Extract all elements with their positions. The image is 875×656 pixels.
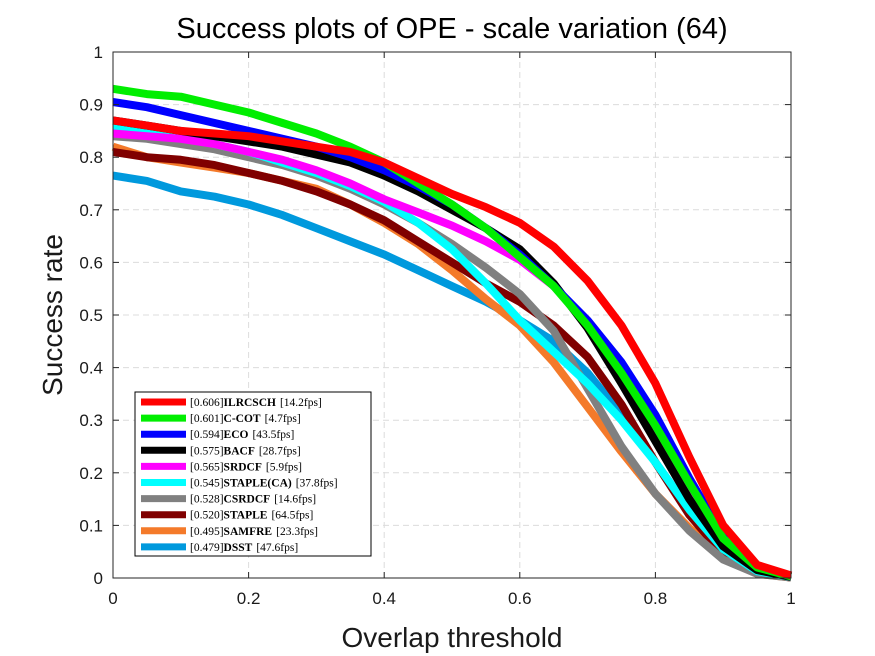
y-axis-label: Success rate [37,234,68,396]
legend-score: [0.528] [190,494,224,506]
legend-name: STAPLE [224,510,268,522]
y-tick-label: 0 [94,569,103,588]
y-tick-label: 1 [94,43,103,62]
y-tick-label: 0.2 [79,464,103,483]
legend-fps: [14.6fps] [274,494,316,506]
legend-fps: [64.5fps] [271,510,313,522]
series-group [111,84,793,582]
legend-entry: [0.495]SAMFRE [23.3fps] [190,526,318,538]
legend-name: SAMFRE [224,526,273,538]
x-axis-label: Overlap threshold [341,622,562,653]
y-tick-label: 0.6 [79,253,103,272]
legend-entry: [0.575]BACF [28.7fps] [190,445,301,457]
legend-score: [0.601] [190,413,224,425]
legend: [0.606]ILRCSCH [14.2fps] [0.601]C-COT [4.7f… [134,391,372,557]
series-line-c-cot [112,84,793,581]
legend-entry: [0.601]C-COT [4.7fps] [190,413,301,425]
legend-fps: [14.2fps] [280,397,322,409]
x-tick-label: 1 [786,589,795,608]
y-axis-ticks: 0 0.1 0.2 0.3 0.4 0.5 0.6 0.7 0.8 0.9 1 [79,43,791,588]
legend-name: SRDCF [224,461,262,473]
legend-name: STAPLE(CA) [224,478,292,490]
legend-name: ECO [224,429,249,441]
x-tick-label: 0 [108,589,117,608]
legend-entry: [0.479]DSST [47.6fps] [190,542,298,554]
legend-score: [0.479] [190,542,224,554]
legend-name: CSRDCF [224,494,271,506]
legend-fps: [43.5fps] [252,429,294,441]
legend-score: [0.575] [190,445,224,457]
legend-entry: [0.528]CSRDCF [14.6fps] [190,494,316,506]
y-tick-label: 0.3 [79,411,103,430]
legend-entry: [0.606]ILRCSCH [14.2fps] [190,397,322,409]
legend-fps: [23.3fps] [276,526,318,538]
y-tick-label: 0.8 [79,148,103,167]
x-axis-ticks: 0 0.2 0.4 0.6 0.8 1 [108,52,796,608]
legend-name: DSST [224,542,253,554]
x-tick-label: 0.8 [644,589,668,608]
y-tick-label: 0.1 [79,516,103,535]
y-tick-label: 0.9 [79,96,103,115]
legend-score: [0.565] [190,461,224,473]
legend-score: [0.594] [190,429,224,441]
x-tick-label: 0.2 [237,589,261,608]
series-line-csrdcf [112,132,792,582]
chart-title: Success plots of OPE - scale variation (… [176,13,727,45]
legend-entry: [0.545]STAPLE(CA) [37.8fps] [190,478,338,490]
legend-name: ILRCSCH [224,397,276,409]
legend-fps: [5.9fps] [266,461,302,473]
legend-entry: [0.520]STAPLE [64.5fps] [190,510,313,522]
x-tick-label: 0.6 [508,589,532,608]
legend-score: [0.495] [190,526,224,538]
legend-score: [0.545] [190,478,224,490]
series-line-ilrcsch [112,116,793,580]
legend-fps: [37.8fps] [296,478,338,490]
legend-name: BACF [224,445,255,457]
y-tick-label: 0.4 [79,359,103,378]
y-tick-label: 0.7 [79,201,103,220]
legend-fps: [28.7fps] [259,445,301,457]
x-tick-label: 0.4 [372,589,396,608]
legend-entry: [0.594]ECO [43.5fps] [190,429,294,441]
legend-score: [0.520] [190,510,224,522]
y-tick-label: 0.5 [79,306,103,325]
legend-score: [0.606] [190,397,224,409]
legend-entry: [0.565]SRDCF [5.9fps] [190,461,302,473]
legend-fps: [4.7fps] [265,413,301,425]
legend-name: C-COT [224,413,261,425]
legend-fps: [47.6fps] [256,542,298,554]
